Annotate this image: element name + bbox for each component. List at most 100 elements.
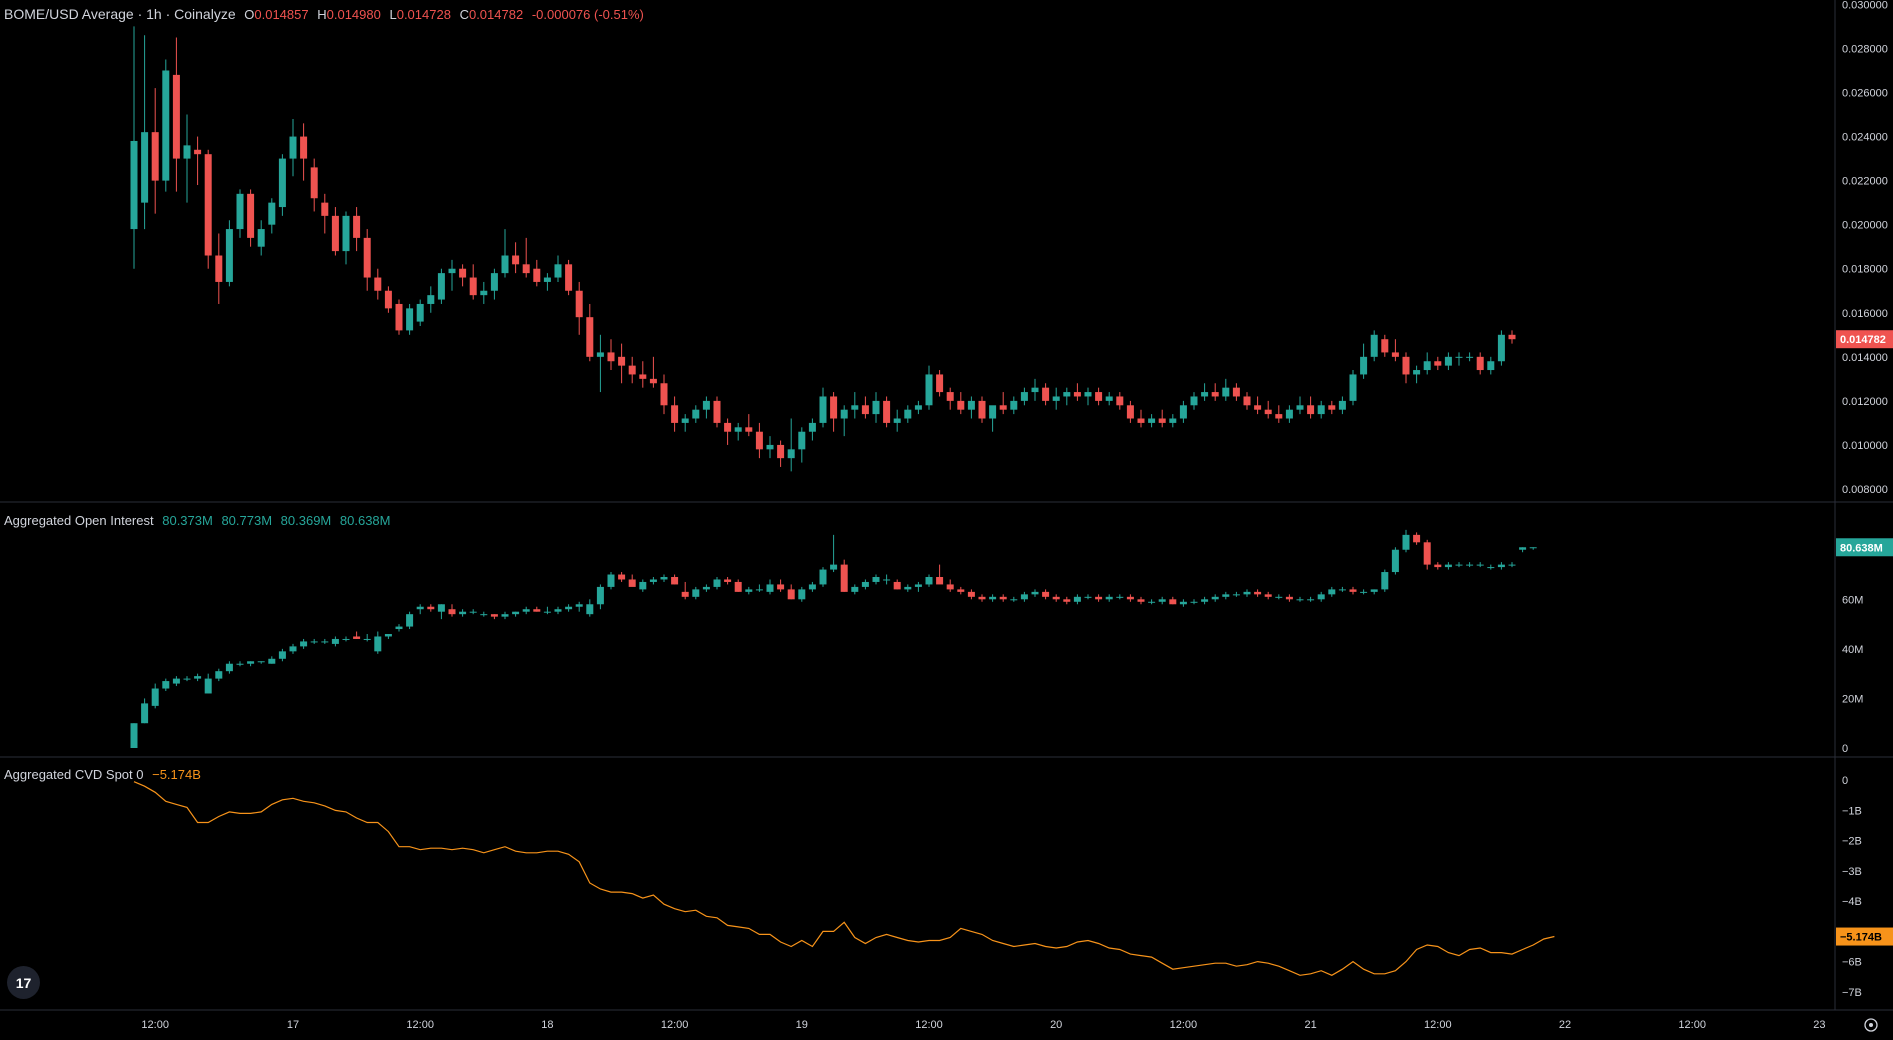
price-candle-122 (1423, 361, 1431, 371)
price-tick-8: 0.014000 (1842, 352, 1888, 364)
cvd-last-value: −5.174B (1840, 932, 1882, 944)
open-interest-candle-35 (501, 614, 509, 617)
price-candle-100 (1190, 396, 1198, 406)
price-candle-86 (1042, 387, 1050, 401)
gear-icon[interactable] (1864, 1018, 1878, 1032)
cvd-tick-5: −6B (1842, 957, 1862, 969)
price-candle-36 (512, 255, 520, 265)
open-interest-candle-83 (1010, 599, 1018, 601)
price-y-axis[interactable]: 0.030000 0.028000 0.026000 0.024000 0.022000… (1836, 0, 1893, 496)
open-interest-candle-8 (215, 671, 223, 679)
time-tick-9: 21 (1304, 1019, 1316, 1031)
open-interest-candle-78 (957, 589, 965, 592)
open-interest-candle-116 (1360, 591, 1368, 593)
open-interest-candle-115 (1349, 589, 1357, 592)
open-interest-candle-76 (936, 577, 944, 585)
price-candle-114 (1338, 400, 1346, 410)
open-interest-candle-95 (1137, 599, 1145, 602)
oi-tick-3: 0 (1842, 743, 1848, 755)
price-candle-12 (257, 229, 265, 247)
open-interest-candle-64 (808, 584, 816, 590)
open-interest-candle-102 (1211, 596, 1219, 600)
time-tick-11: 22 (1559, 1019, 1571, 1031)
price-candle-56 (724, 422, 732, 432)
price-candle-101 (1201, 392, 1209, 397)
open-interest-candle-132 (1529, 547, 1537, 549)
open-interest-candle-1 (141, 703, 149, 724)
price-candle-51 (671, 405, 679, 423)
open-interest-candle-58 (745, 589, 753, 592)
price-candle-117 (1370, 334, 1378, 357)
open-interest-candle-129 (1497, 564, 1505, 568)
price-candle-8 (215, 255, 223, 282)
open-interest-candle-47 (628, 579, 636, 587)
open-interest-candle-97 (1158, 599, 1166, 602)
ohlc-low-value: 0.014728 (396, 7, 451, 22)
open-interest-candle-100 (1190, 601, 1198, 603)
price-candle-14 (278, 158, 286, 208)
open-interest-candle-89 (1073, 596, 1081, 602)
open-interest-candle-75 (925, 577, 933, 585)
ohlc-high-label: H (317, 7, 327, 22)
open-interest-candle-61 (777, 584, 785, 590)
open-interest-pane[interactable] (130, 529, 1537, 748)
open-interest-candle-44 (596, 586, 604, 605)
open-interest-candle-94 (1126, 596, 1134, 600)
price-candle-128 (1487, 361, 1495, 371)
price-candle-9 (225, 229, 233, 282)
price-tick-0: 0.030000 (1842, 0, 1888, 11)
open-interest-candle-49 (649, 579, 657, 582)
price-candle-48 (639, 374, 647, 379)
price-candle-65 (819, 396, 827, 423)
price-candle-46 (618, 356, 626, 366)
cvd-value: −5.174B (152, 767, 201, 782)
open-interest-candle-6 (194, 676, 202, 679)
price-candle-96 (1148, 418, 1156, 423)
open-interest-candle-9 (225, 663, 233, 672)
price-candle-102 (1211, 392, 1219, 397)
price-candle-38 (533, 268, 541, 282)
open-interest-candle-57 (734, 581, 742, 592)
price-candle-73 (904, 409, 912, 419)
ohlc-close: C0.014782 (460, 7, 524, 22)
open-interest-candle-0 (130, 723, 138, 748)
open-interest-candle-121 (1413, 534, 1421, 543)
price-candle-124 (1444, 356, 1452, 366)
oi-tick-2: 20M (1842, 693, 1863, 705)
oi-y-axis[interactable]: 60M 40M 20M 0 80.638M (1836, 538, 1893, 755)
price-candle-3 (162, 70, 170, 181)
axes-frame (0, 0, 1893, 1011)
cvd-y-axis[interactable]: 0 −1B −2B −3B −4B −6B −7B −5.174B (1836, 775, 1893, 999)
price-candle-87 (1052, 396, 1060, 401)
open-interest-candle-59 (755, 589, 763, 591)
tradingview-logo-icon[interactable]: 17 (7, 966, 40, 999)
cvd-pane[interactable] (133, 781, 1555, 976)
open-interest-candle-19 (331, 638, 339, 644)
price-candle-55 (713, 400, 721, 423)
open-interest-candle-114 (1338, 589, 1346, 591)
price-candle-11 (247, 193, 255, 238)
time-axis[interactable]: 12:00 17 12:00 18 12:00 19 12:00 20 12:00 21 12:00… (141, 1019, 1825, 1031)
open-interest-candle-110 (1296, 599, 1304, 601)
price-candle-27 (416, 303, 424, 322)
open-interest-candle-106 (1254, 591, 1262, 595)
cvd-tick-1: −1B (1842, 805, 1862, 817)
open-interest-candle-92 (1105, 596, 1113, 600)
open-interest-candle-3 (162, 681, 170, 689)
open-interest-candle-90 (1084, 596, 1092, 598)
oi-low: 80.369M (280, 513, 332, 528)
price-candle-20 (342, 215, 350, 252)
time-tick-2: 12:00 (406, 1019, 434, 1031)
cvd-last-value-bg (1836, 927, 1893, 946)
open-interest-candle-50 (660, 577, 668, 580)
open-interest-candle-25 (395, 626, 403, 630)
price-pane[interactable] (130, 26, 1516, 472)
price-candle-82 (999, 405, 1007, 410)
open-interest-candle-130 (1508, 564, 1516, 566)
open-interest-candle-111 (1307, 599, 1315, 601)
open-interest-candle-21 (353, 636, 361, 639)
time-tick-8: 12:00 (1170, 1019, 1198, 1031)
open-interest-candle-128 (1487, 567, 1495, 569)
price-candle-22 (363, 237, 371, 278)
